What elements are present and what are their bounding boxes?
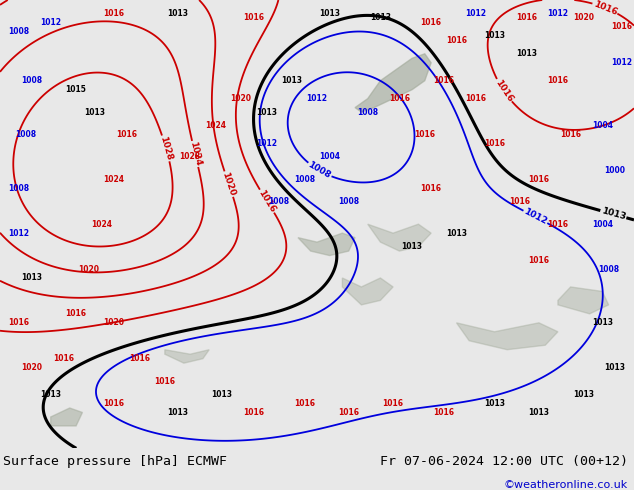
Text: 1008: 1008 [338, 197, 359, 206]
Text: 1016: 1016 [528, 175, 550, 184]
Text: 1012: 1012 [256, 139, 277, 148]
Text: 1004: 1004 [319, 152, 340, 161]
Text: 1016: 1016 [465, 94, 486, 103]
Text: 1013: 1013 [573, 390, 594, 399]
Text: 1013: 1013 [446, 229, 467, 238]
Text: 1016: 1016 [243, 408, 264, 417]
Text: 1024: 1024 [205, 121, 226, 130]
Text: 1013: 1013 [167, 408, 188, 417]
Text: 1016: 1016 [560, 130, 581, 139]
Text: 1016: 1016 [547, 76, 569, 85]
Text: 1020: 1020 [103, 318, 125, 327]
Text: 1016: 1016 [103, 9, 125, 18]
Text: 1012: 1012 [547, 9, 569, 18]
Text: 1012: 1012 [522, 207, 548, 226]
Text: 1016: 1016 [116, 130, 138, 139]
Text: 1004: 1004 [592, 121, 613, 130]
Text: 1016: 1016 [493, 78, 514, 103]
Polygon shape [165, 350, 209, 363]
Text: 1008: 1008 [294, 175, 315, 184]
Text: 1016: 1016 [103, 399, 125, 408]
Text: 1016: 1016 [389, 94, 410, 103]
Text: Fr 07-06-2024 12:00 UTC (00+12): Fr 07-06-2024 12:00 UTC (00+12) [380, 455, 628, 468]
Text: 1008: 1008 [8, 27, 30, 36]
Text: 1020: 1020 [230, 94, 252, 103]
Text: 1024: 1024 [188, 141, 202, 167]
Text: 1013: 1013 [484, 31, 505, 40]
Text: 1012: 1012 [465, 9, 486, 18]
Text: 1016: 1016 [433, 408, 455, 417]
Text: 1024: 1024 [103, 175, 125, 184]
Text: 1013: 1013 [528, 408, 550, 417]
Text: 1013: 1013 [84, 108, 106, 117]
Text: 1020: 1020 [78, 265, 100, 273]
Text: 1020: 1020 [573, 13, 594, 23]
Polygon shape [355, 54, 431, 112]
Text: 1016: 1016 [414, 130, 436, 139]
Text: 1024: 1024 [91, 220, 112, 229]
Text: 1012: 1012 [306, 94, 328, 103]
Text: 1008: 1008 [306, 160, 332, 181]
Text: 1016: 1016 [154, 377, 176, 386]
Text: 1013: 1013 [370, 13, 391, 23]
Text: 1013: 1013 [484, 399, 505, 408]
Text: 1008: 1008 [357, 108, 378, 117]
Text: 1013: 1013 [281, 76, 302, 85]
Text: 1013: 1013 [167, 9, 188, 18]
Polygon shape [368, 224, 431, 251]
Text: 1020: 1020 [21, 363, 42, 372]
Text: 1013: 1013 [40, 390, 61, 399]
Text: 1016: 1016 [515, 13, 537, 23]
Text: 1016: 1016 [611, 23, 632, 31]
Text: 1016: 1016 [547, 220, 569, 229]
Text: 1012: 1012 [8, 229, 30, 238]
Polygon shape [558, 287, 609, 314]
Text: 1008: 1008 [8, 184, 30, 193]
Text: 1016: 1016 [294, 399, 315, 408]
Text: 1016: 1016 [446, 36, 467, 45]
Text: 1013: 1013 [515, 49, 537, 58]
Text: 1016: 1016 [528, 256, 550, 265]
Polygon shape [51, 408, 82, 426]
Text: 1013: 1013 [604, 363, 626, 372]
Text: 1013: 1013 [401, 242, 423, 251]
Polygon shape [298, 233, 355, 256]
Text: 1016: 1016 [509, 197, 531, 206]
Text: 1016: 1016 [8, 318, 30, 327]
Text: 1016: 1016 [257, 188, 277, 214]
Text: 1013: 1013 [592, 318, 613, 327]
Text: 1004: 1004 [592, 220, 613, 229]
Text: 1015: 1015 [66, 85, 86, 94]
Text: 1013: 1013 [319, 9, 340, 18]
Text: 1016: 1016 [129, 354, 150, 363]
Text: 1013: 1013 [256, 108, 277, 117]
Text: 1016: 1016 [382, 399, 404, 408]
Text: 1016: 1016 [420, 18, 442, 27]
Text: 1008: 1008 [598, 265, 619, 273]
Text: 1016: 1016 [592, 0, 618, 17]
Polygon shape [342, 278, 393, 305]
Text: 1016: 1016 [53, 354, 74, 363]
Text: 1016: 1016 [243, 13, 264, 23]
Text: 1008: 1008 [21, 76, 42, 85]
Text: 1013: 1013 [21, 273, 42, 282]
Text: 1008: 1008 [15, 130, 36, 139]
Polygon shape [456, 323, 558, 350]
Text: 1016: 1016 [420, 184, 442, 193]
Text: 1028: 1028 [158, 135, 174, 162]
Text: 1020: 1020 [221, 171, 237, 197]
Text: 1016: 1016 [433, 76, 455, 85]
Text: 1016: 1016 [338, 408, 359, 417]
Text: 1008: 1008 [268, 197, 290, 206]
Text: 1013: 1013 [211, 390, 233, 399]
Text: 1013: 1013 [600, 206, 626, 222]
Text: 1012: 1012 [40, 18, 61, 27]
Text: 1016: 1016 [484, 139, 505, 148]
Text: 1000: 1000 [604, 166, 626, 175]
Text: Surface pressure [hPa] ECMWF: Surface pressure [hPa] ECMWF [3, 455, 227, 468]
Text: 1016: 1016 [65, 309, 87, 318]
Text: ©weatheronline.co.uk: ©weatheronline.co.uk [503, 480, 628, 490]
Text: 1012: 1012 [611, 58, 632, 67]
Text: 1028: 1028 [179, 152, 201, 161]
